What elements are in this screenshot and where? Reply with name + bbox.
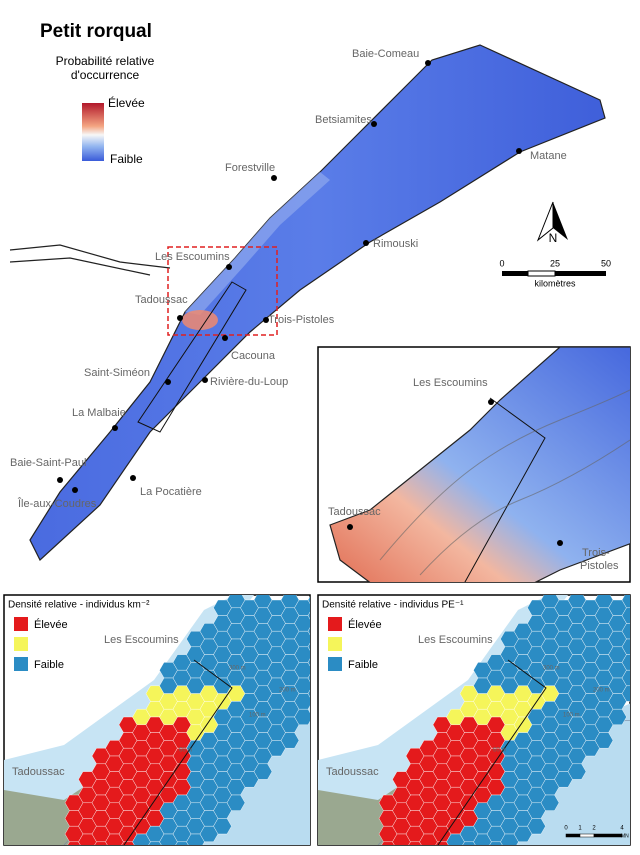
place-label: La Malbaie	[72, 407, 126, 419]
place-label: Trois-Pistoles	[268, 314, 335, 326]
land-shore	[10, 245, 170, 275]
place-label: Trois-	[582, 547, 610, 559]
hex-cell	[636, 662, 640, 678]
place-label: Tadoussac	[326, 766, 379, 778]
contour-label: 60 m	[179, 748, 192, 754]
legend-swatch	[328, 617, 342, 631]
place-dot	[371, 121, 377, 127]
scale-bar: 0 25 50 kilomètres	[499, 258, 611, 288]
legend-low: Faible	[110, 152, 143, 166]
place-label: Tadoussac	[328, 506, 381, 518]
panel-title: Densité relative - individus km⁻²	[8, 600, 150, 611]
contour-label: 300 m	[229, 666, 246, 672]
place-dot	[271, 175, 277, 181]
place-label: Les Escoumins	[418, 634, 493, 646]
scale-segment	[555, 271, 606, 276]
legend-title: d'occurrence	[71, 68, 140, 82]
scale-segment	[528, 271, 555, 276]
hotspot	[182, 310, 218, 330]
place-dot	[425, 60, 431, 66]
panel-title: Densité relative - individus PE⁻¹	[322, 600, 464, 611]
scale-unit: MN	[621, 833, 629, 839]
place-label: Les Escoumins	[155, 251, 230, 263]
legend-swatch	[328, 657, 342, 671]
scale-segment	[566, 834, 580, 837]
legend-high: Élevée	[34, 618, 68, 631]
place-dot	[488, 399, 494, 405]
scale-tick-label: 50	[601, 258, 611, 268]
place-dot	[165, 379, 171, 385]
place-label: Rimouski	[373, 238, 418, 250]
legend-high: Élevée	[348, 618, 382, 631]
place-dot	[363, 240, 369, 246]
place-dot	[202, 377, 208, 383]
legend-swatch	[328, 637, 342, 651]
legend-swatch	[14, 617, 28, 631]
scale-unit: kilomètres	[534, 278, 576, 288]
legend-high: Élevée	[108, 95, 145, 110]
contour-label: 100 m	[563, 713, 580, 719]
legend-ramp	[82, 103, 104, 161]
place-label: Saint-Siméon	[84, 367, 150, 379]
place-label: Cacouna	[231, 350, 276, 362]
place-dot	[222, 335, 228, 341]
place-label: Betsiamites	[315, 114, 372, 126]
place-label: Les Escoumins	[413, 377, 488, 389]
hex-cell	[636, 647, 640, 663]
place-label: Tadoussac	[12, 766, 65, 778]
place-dot	[57, 477, 63, 483]
scale-segment	[502, 271, 528, 276]
contour-label: 200 m	[593, 688, 610, 694]
scale-segment	[580, 834, 594, 837]
hex-cell	[636, 631, 640, 647]
place-dot	[226, 264, 232, 270]
scale-tick-label: 25	[550, 258, 560, 268]
legend-swatch	[14, 657, 28, 671]
scale-segment	[594, 834, 622, 837]
legend-title: Probabilité relative	[56, 54, 155, 68]
place-label: Tadoussac	[135, 294, 188, 306]
place-label: Matane	[530, 150, 567, 162]
place-label: Île-aux-Coudres	[17, 497, 97, 510]
legend-low: Faible	[348, 659, 378, 671]
place-dot	[177, 315, 183, 321]
place-dot	[347, 524, 353, 530]
place-dot	[112, 425, 118, 431]
contour-label: 300 m	[543, 666, 560, 672]
place-label: Baie-Saint-Paul	[10, 457, 86, 469]
contour-label: 100 m	[249, 713, 266, 719]
hex-cell	[636, 616, 640, 632]
scale-tick-label: 0	[499, 258, 504, 268]
place-label: Rivière-du-Loup	[210, 376, 288, 388]
place-label: Forestville	[225, 162, 275, 174]
place-dot	[72, 487, 78, 493]
hex-cell	[636, 600, 640, 616]
north-label: N	[549, 231, 558, 245]
place-label: Pistoles	[580, 560, 619, 572]
legend-swatch	[14, 637, 28, 651]
place-label: La Pocatière	[140, 486, 202, 498]
contour-label: 60 m	[493, 748, 506, 754]
place-label: Les Escoumins	[104, 634, 179, 646]
hex-cell	[636, 678, 640, 694]
place-dot	[516, 148, 522, 154]
place-label: Baie-Comeau	[352, 48, 419, 60]
contour-label: 200 m	[279, 688, 296, 694]
legend-low: Faible	[34, 659, 64, 671]
panel: Densité relative - individus PE⁻¹ Élevée F…	[318, 592, 640, 850]
place-dot	[557, 540, 563, 546]
title: Petit rorqual	[40, 21, 152, 42]
place-dot	[130, 475, 136, 481]
